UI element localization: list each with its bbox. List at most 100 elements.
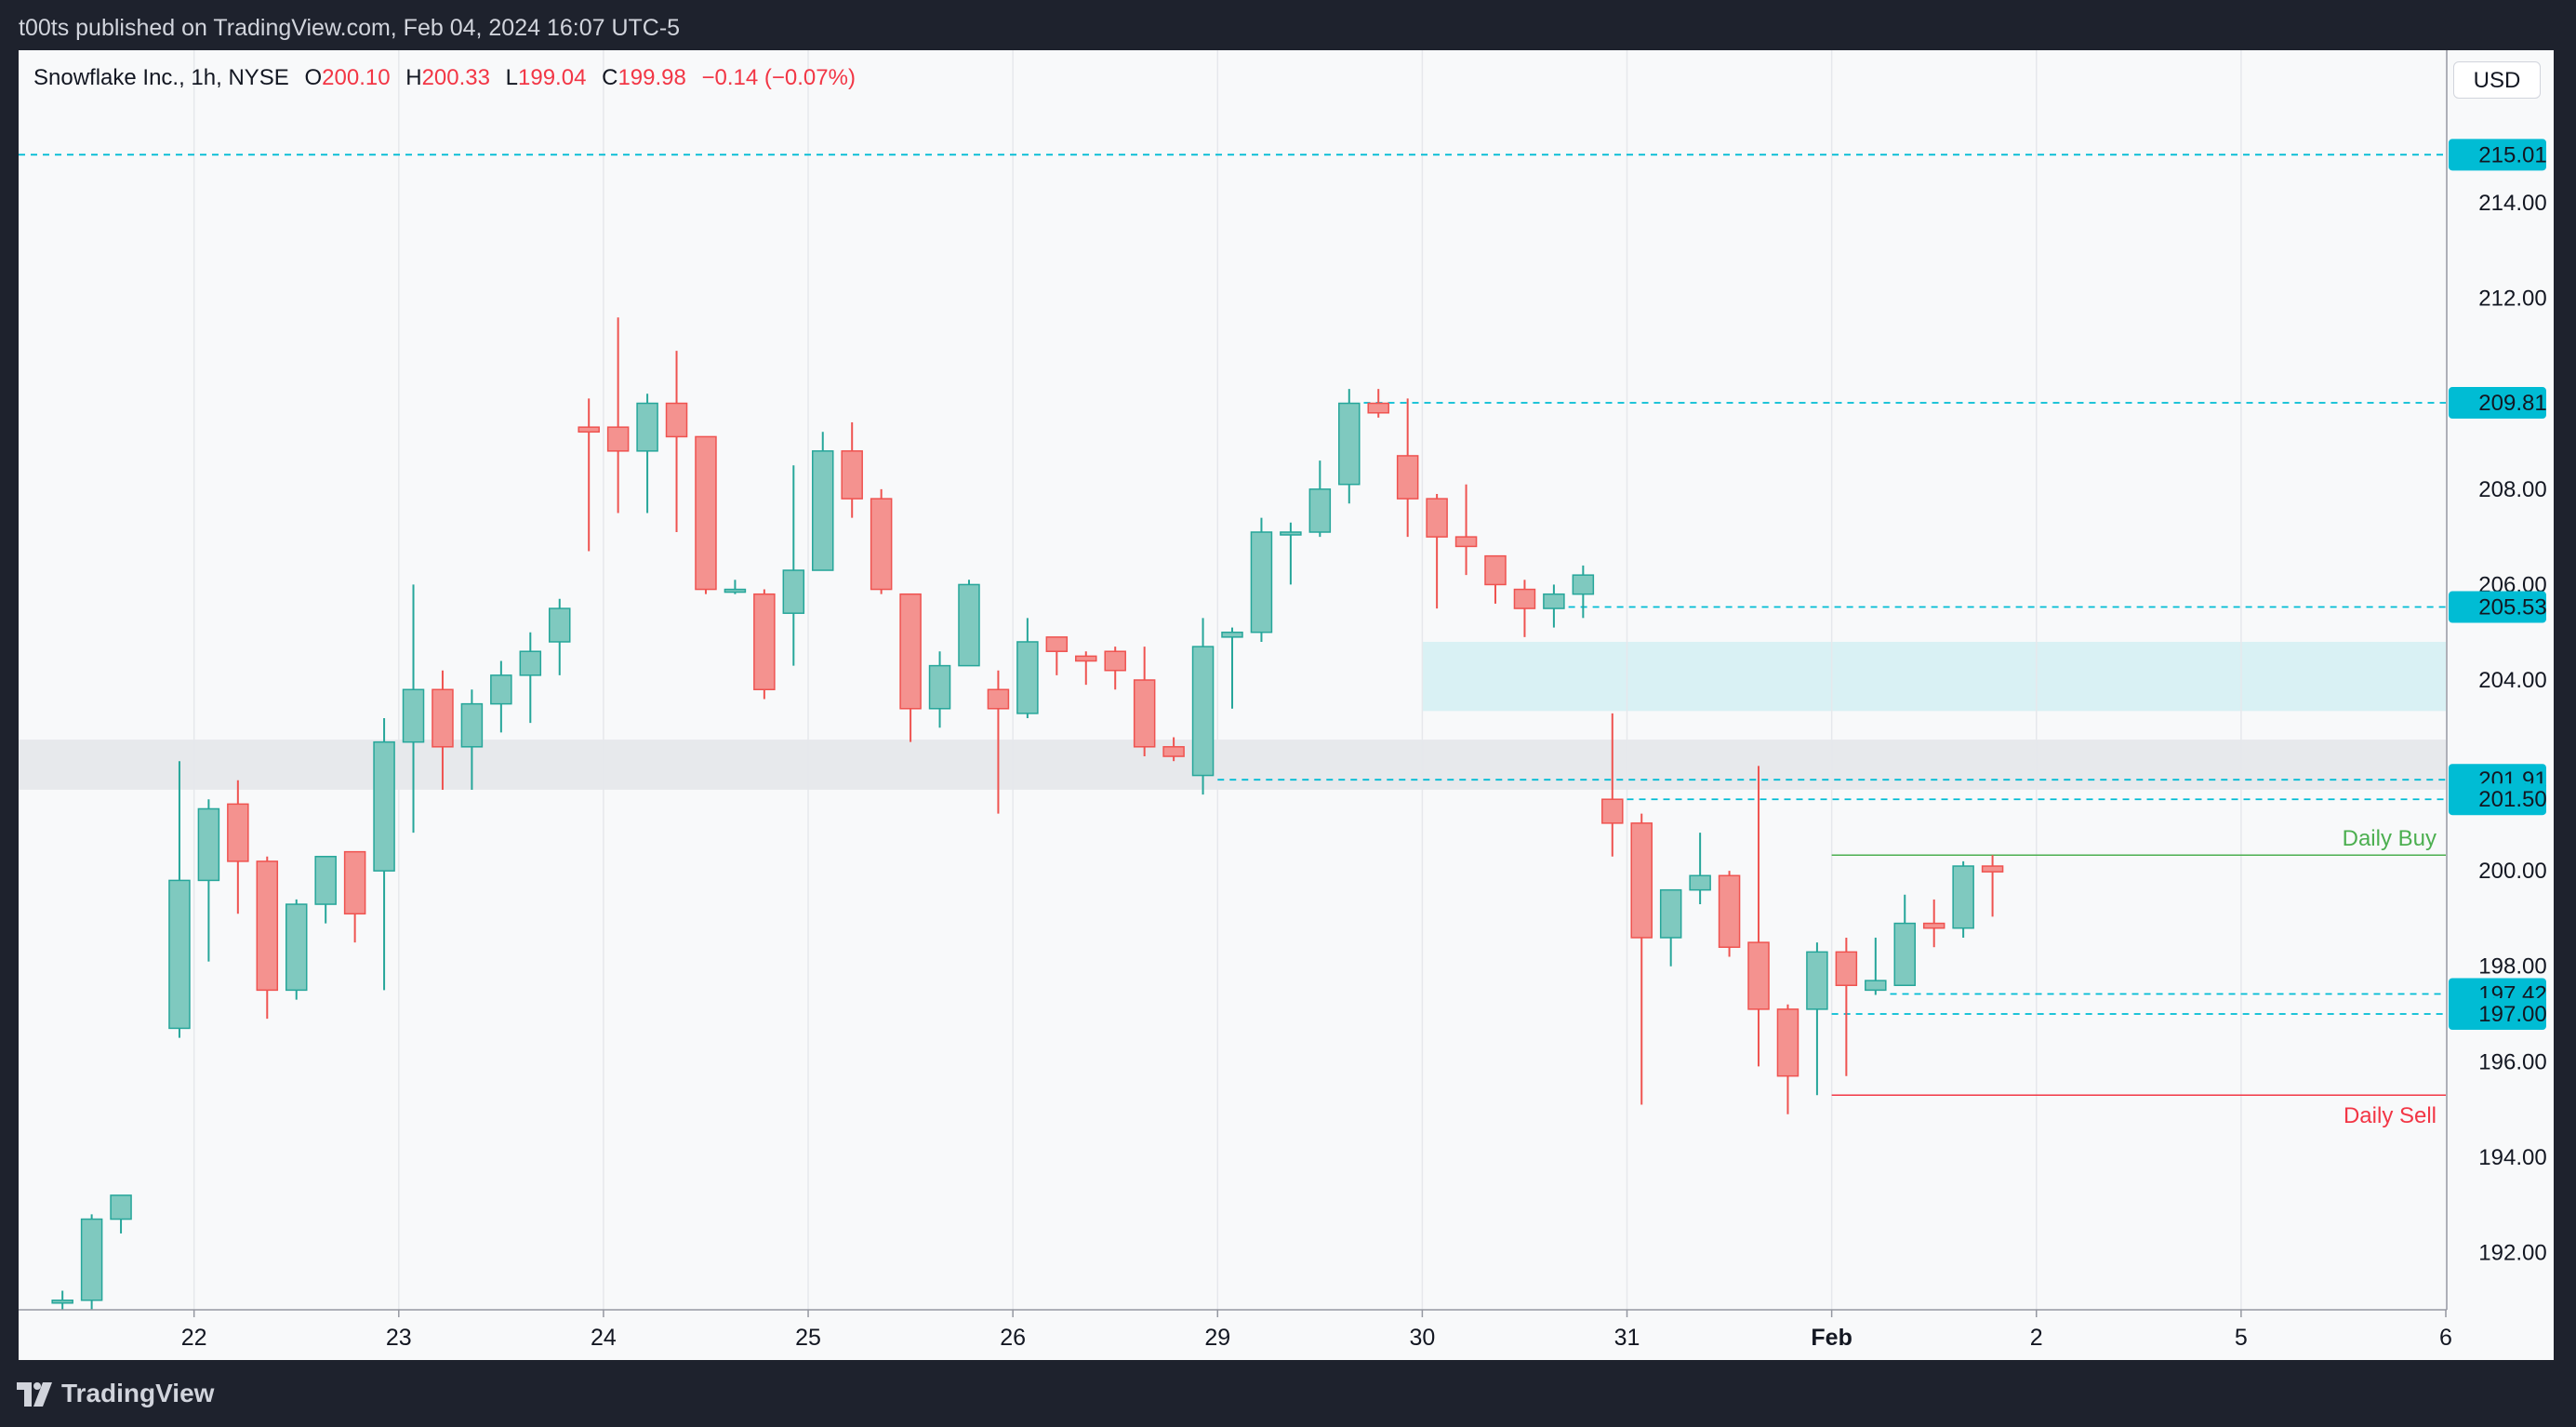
candle-body bbox=[1308, 488, 1332, 533]
close-value: 199.98 bbox=[617, 65, 686, 90]
candle bbox=[812, 432, 834, 571]
x-tick-label: 22 bbox=[181, 1325, 207, 1351]
candle-body bbox=[695, 435, 717, 591]
candle-body bbox=[1806, 951, 1828, 1010]
tradingview-logo-icon bbox=[17, 1382, 52, 1407]
level-badge-bg bbox=[2449, 998, 2546, 1031]
level-badge-label: 215.01 bbox=[2478, 142, 2546, 167]
x-tick-label: 25 bbox=[795, 1325, 821, 1351]
low-label: L bbox=[505, 65, 519, 90]
candle bbox=[51, 1290, 73, 1310]
candle bbox=[1133, 647, 1156, 757]
candle-body bbox=[343, 850, 366, 915]
candle-body bbox=[432, 688, 454, 748]
candle-body bbox=[1893, 922, 1917, 986]
candle bbox=[987, 670, 1010, 814]
candle bbox=[314, 856, 337, 924]
candle bbox=[1396, 398, 1419, 538]
level-badge-label: 197.00 bbox=[2478, 1002, 2546, 1027]
price-axis bbox=[2447, 50, 2554, 1360]
candle-body bbox=[168, 879, 191, 1030]
candle-body bbox=[197, 807, 220, 882]
level-badge-label: 201.50 bbox=[2478, 787, 2546, 812]
candle bbox=[285, 899, 308, 1000]
x-tick-label: 23 bbox=[386, 1325, 412, 1351]
candle bbox=[899, 593, 922, 742]
zone-band bbox=[19, 740, 2446, 790]
candle bbox=[1806, 942, 1828, 1096]
level-price-badge: 209.81 bbox=[2449, 387, 2547, 420]
candle bbox=[1454, 484, 1478, 576]
candle-body bbox=[928, 664, 951, 710]
candle bbox=[1776, 1004, 1799, 1114]
y-tick-label: 208.00 bbox=[2478, 477, 2546, 502]
candle bbox=[1016, 618, 1039, 719]
candle-body bbox=[1454, 536, 1478, 548]
candle-body bbox=[548, 607, 571, 643]
candle-body bbox=[987, 688, 1010, 710]
level-price-badge: 215.01 bbox=[2449, 139, 2547, 171]
candle-body bbox=[1104, 650, 1126, 672]
candle bbox=[1075, 651, 1097, 686]
candle-body bbox=[1221, 631, 1243, 638]
candle bbox=[197, 799, 220, 962]
x-tick-label: 30 bbox=[1409, 1325, 1435, 1351]
candle bbox=[1747, 766, 1770, 1067]
publish-info: t00ts published on TradingView.com, Feb … bbox=[19, 15, 681, 41]
candle bbox=[110, 1194, 132, 1234]
candle bbox=[548, 598, 571, 675]
y-tick-label: 192.00 bbox=[2478, 1240, 2546, 1265]
candle-body bbox=[753, 593, 776, 691]
y-tick-label: 200.00 bbox=[2478, 859, 2546, 884]
signal-label: Daily Buy bbox=[2343, 826, 2437, 851]
candle-body bbox=[460, 702, 484, 748]
candle-body bbox=[665, 402, 688, 438]
candle-body bbox=[1689, 874, 1711, 891]
candle bbox=[606, 317, 630, 513]
candle-body bbox=[870, 498, 893, 591]
candle-body bbox=[1835, 951, 1858, 986]
candle bbox=[636, 393, 658, 513]
y-tick-label: 194.00 bbox=[2478, 1145, 2546, 1170]
candle bbox=[1630, 813, 1653, 1105]
candle bbox=[753, 589, 776, 700]
candle bbox=[1952, 860, 1974, 938]
level-badge-bg bbox=[2449, 387, 2546, 420]
candle-body bbox=[1162, 746, 1185, 757]
level-badge-label: 209.81 bbox=[2478, 391, 2546, 416]
candle bbox=[227, 780, 249, 914]
x-tick-label: 26 bbox=[1000, 1325, 1026, 1351]
currency-button[interactable]: USD bbox=[2453, 61, 2541, 99]
candle bbox=[1513, 580, 1536, 637]
candle bbox=[665, 351, 688, 533]
candle-body bbox=[1952, 865, 1974, 929]
candle-body bbox=[899, 593, 922, 710]
candle bbox=[1659, 888, 1682, 967]
candle-body bbox=[314, 856, 337, 905]
candlestick-chart[interactable]: 192.00194.00196.00198.00200.00204.00206.… bbox=[19, 50, 2554, 1360]
y-tick-label: 214.00 bbox=[2478, 191, 2546, 216]
candle-body bbox=[1513, 588, 1536, 609]
candle bbox=[958, 580, 980, 667]
candle-body bbox=[578, 426, 600, 433]
candle-body bbox=[227, 803, 249, 862]
time-axis bbox=[19, 1310, 2554, 1360]
candle bbox=[1191, 618, 1215, 795]
candle bbox=[578, 398, 600, 552]
level-price-badge: 197.00 bbox=[2449, 998, 2547, 1031]
candle-body bbox=[1338, 402, 1361, 486]
x-tick-label: 29 bbox=[1204, 1325, 1230, 1351]
level-badge-bg bbox=[2449, 139, 2546, 171]
candle bbox=[1865, 937, 1887, 995]
level-badge-bg bbox=[2449, 783, 2546, 816]
candle-body bbox=[606, 426, 630, 452]
x-tick-label: 6 bbox=[2439, 1325, 2452, 1351]
publish-bar: t00ts published on TradingView.com, Feb … bbox=[0, 0, 2576, 50]
candle bbox=[432, 670, 454, 790]
symbol-name: Snowflake Inc., 1h, NYSE bbox=[33, 65, 289, 90]
candle-body bbox=[1747, 941, 1770, 1010]
candle-body bbox=[1396, 455, 1419, 500]
level-price-badge: 201.50 bbox=[2449, 783, 2547, 816]
candle bbox=[1543, 584, 1565, 628]
candle bbox=[460, 689, 484, 790]
